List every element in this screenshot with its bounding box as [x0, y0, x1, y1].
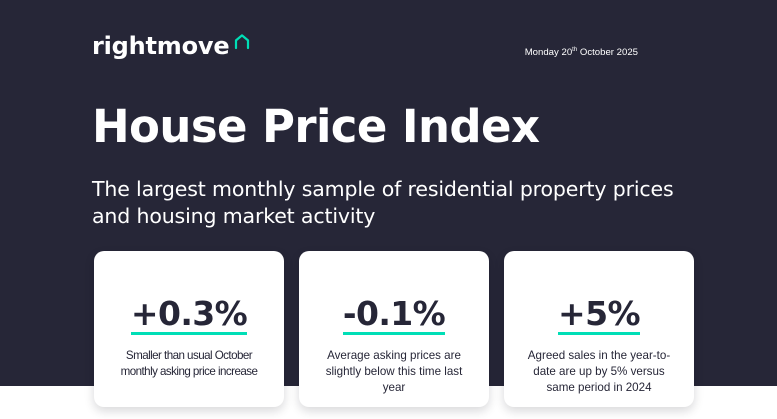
- stat-value: -0.1%: [342, 294, 446, 335]
- stat-value-container: +0.3%: [94, 297, 284, 335]
- date-day-suffix: th: [572, 47, 578, 53]
- date-weekday: Monday: [524, 47, 559, 58]
- brand-name: rightmove: [92, 32, 230, 60]
- stat-value: +5%: [558, 294, 641, 335]
- stat-value-container: +5%: [504, 297, 694, 335]
- stat-card-monthly-change: +0.3% Smaller than usual October monthly…: [94, 251, 284, 407]
- stat-card-agreed-sales: +5% Agreed sales in the year-to-date are…: [504, 251, 694, 407]
- date-month-year: October 2025: [579, 47, 638, 58]
- stat-value: +0.3%: [130, 294, 248, 335]
- date-day: 20: [561, 47, 573, 58]
- report-date: Monday 20th October 2025: [512, 47, 638, 58]
- stat-card-annual-change: -0.1% Average asking prices are slightly…: [299, 251, 489, 407]
- brand-logo: rightmove: [92, 34, 251, 58]
- stat-value-container: -0.1%: [299, 297, 489, 335]
- house-outline-icon: [235, 34, 250, 50]
- page-title: House Price Index: [92, 100, 540, 153]
- stat-description: Average asking prices are slightly below…: [325, 349, 463, 394]
- stat-description: Smaller than usual October monthly askin…: [120, 349, 258, 378]
- page-subtitle: The largest monthly sample of residentia…: [92, 177, 674, 228]
- stat-description: Agreed sales in the year-to-date are up …: [527, 349, 671, 394]
